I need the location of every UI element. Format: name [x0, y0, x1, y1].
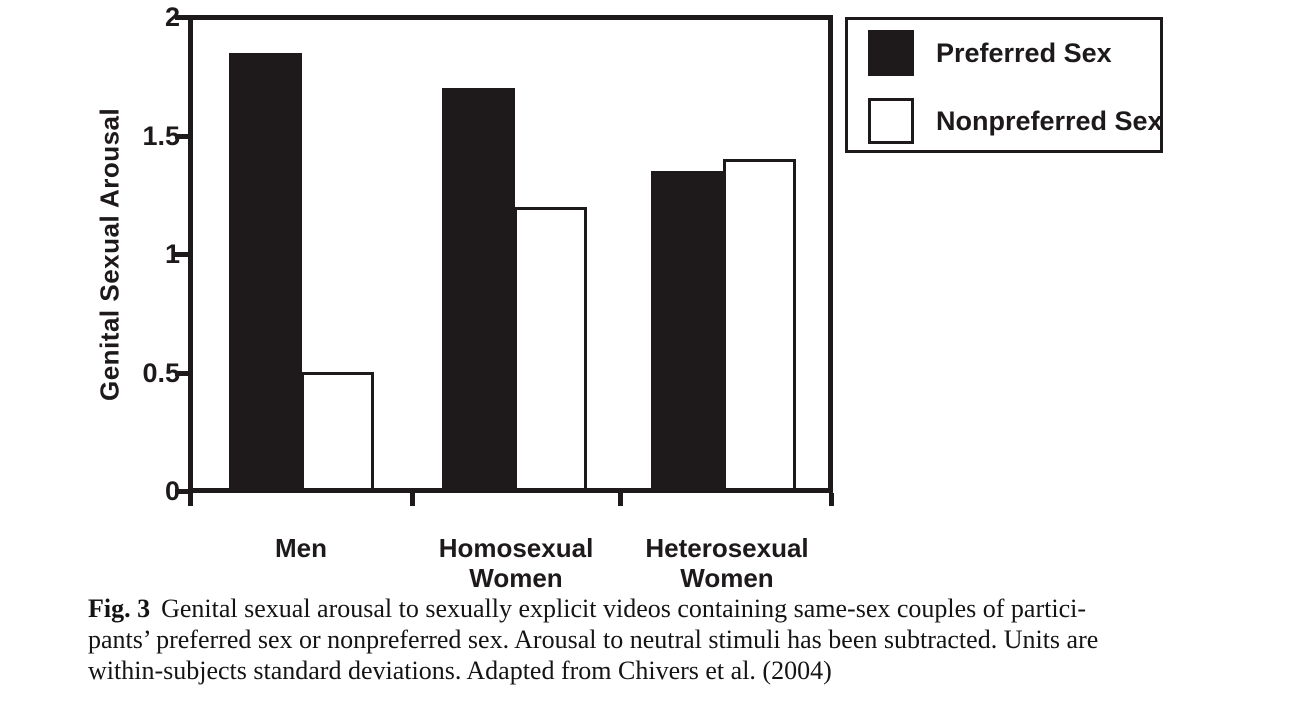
x-category-label: Homosexual Women [396, 533, 636, 593]
caption-text-line-1: Genital sexual arousal to sexually expli… [161, 594, 1087, 623]
legend-label-nonpreferred-sex: Nonpreferred Sex [936, 105, 1163, 136]
legend-item-nonpreferred-sex: Nonpreferred Sex [868, 96, 1163, 146]
y-axis-tick-label: 0.5 [142, 357, 180, 388]
y-axis-tick-label: 1.5 [142, 120, 180, 151]
bar-homosexual-women-nonpreferred-sex [514, 207, 587, 491]
figure-number-label: Fig. 3 [88, 594, 151, 623]
x-axis-tick-mark [410, 493, 415, 506]
y-axis-tick-label: 2 [164, 2, 180, 32]
x-category-label-line: Heterosexual [645, 533, 809, 563]
legend: Preferred Sex Nonpreferred Sex [845, 17, 1163, 153]
bar-men-preferred-sex [229, 53, 302, 491]
x-axis-tick-mark [829, 493, 834, 506]
x-category-label-line: Men [275, 533, 327, 563]
y-axis-tick-mark [175, 133, 190, 139]
x-category-label-line: Women [469, 563, 563, 593]
legend-label-preferred-sex: Preferred Sex [936, 37, 1112, 68]
y-axis-tick-mark [175, 252, 190, 257]
y-axis-tick-label: 0 [164, 476, 180, 506]
bar-men-nonpreferred-sex [301, 372, 374, 491]
x-category-label: Men [181, 533, 421, 563]
x-axis-tick-mark [618, 493, 623, 506]
legend-swatch-preferred-sex-icon [868, 30, 914, 76]
y-axis-tick-label: 1 [164, 239, 180, 269]
y-axis-tick-mark [175, 370, 190, 376]
y-axis-tick-mark [175, 489, 190, 494]
caption-line: Fig. 3 Genital sexual arousal to sexually… [88, 593, 1298, 624]
caption-text-line-2: pants’ preferred sex or nonpreferred sex… [88, 625, 1099, 654]
bar-heterosexual-women-preferred-sex [651, 171, 724, 491]
legend-item-preferred-sex: Preferred Sex [868, 28, 1112, 78]
bar-heterosexual-women-nonpreferred-sex [723, 159, 796, 491]
bar-homosexual-women-preferred-sex [442, 88, 515, 491]
figure-caption: Fig. 3 Genital sexual arousal to sexually… [88, 593, 1298, 686]
x-category-label: Heterosexual Women [607, 533, 847, 593]
x-category-label-line: Homosexual [438, 533, 594, 563]
legend-swatch-nonpreferred-sex-icon [868, 98, 914, 144]
y-axis-tick-mark [175, 15, 190, 20]
x-category-label-line: Women [680, 563, 774, 593]
x-axis-tick-mark [188, 493, 193, 506]
caption-text-line-3: within-subjects standard deviations. Ada… [88, 656, 832, 685]
